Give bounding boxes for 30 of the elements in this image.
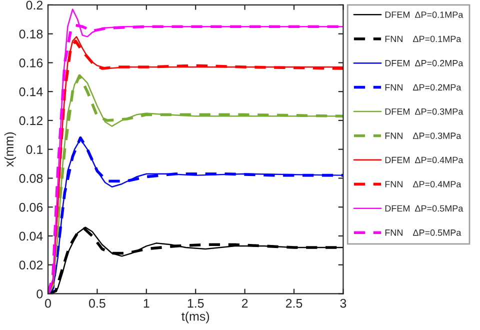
- legend-label: FNN ΔP=0.4MPa: [385, 181, 462, 188]
- x-tick-label: 0.5: [89, 298, 106, 308]
- y-tick-label: 0.14: [19, 87, 43, 96]
- x-tick-label: 2.5: [286, 298, 302, 308]
- x-tick-label: 2: [242, 298, 248, 308]
- y-tick-label: 0.12: [19, 116, 43, 126]
- x-axis-title: t(ms): [182, 312, 210, 324]
- y-tick-label: 0: [36, 290, 43, 298]
- y-tick-label: 0.16: [19, 58, 43, 68]
- y-tick-label: 0.02: [19, 260, 43, 270]
- y-tick-label: 0.06: [19, 202, 43, 212]
- y-axis-title: x(mm): [4, 132, 16, 167]
- x-tick-label: 1: [144, 299, 150, 308]
- y-tick-label: 0.2: [26, 0, 43, 10]
- legend-label: DFEM ΔP=0.3MPa: [385, 108, 464, 115]
- x-tick-label: 3: [340, 298, 346, 308]
- legend-label: FNN ΔP=0.2MPa: [385, 84, 462, 91]
- legend-label: FNN ΔP=0.3MPa: [385, 132, 462, 139]
- legend-label: FNN ΔP=0.5MPa: [385, 229, 462, 236]
- legend-label: FNN ΔP=0.1MPa: [385, 36, 462, 42]
- legend-label: DFEM ΔP=0.5MPa: [385, 205, 464, 212]
- y-tick-label: 0.04: [19, 232, 43, 241]
- y-tick-label: 0.18: [19, 30, 43, 38]
- y-tick-label: 0.08: [19, 174, 43, 183]
- x-tick-label: 1.5: [188, 299, 204, 308]
- legend-label: DFEM ΔP=0.4MPa: [385, 156, 464, 164]
- x-tick-label: 0: [45, 298, 51, 308]
- legend-label: DFEM ΔP=0.2MPa: [385, 60, 464, 66]
- legend-label: DFEM ΔP=0.1MPa: [385, 12, 464, 18]
- y-tick-label: 0.1: [26, 145, 43, 154]
